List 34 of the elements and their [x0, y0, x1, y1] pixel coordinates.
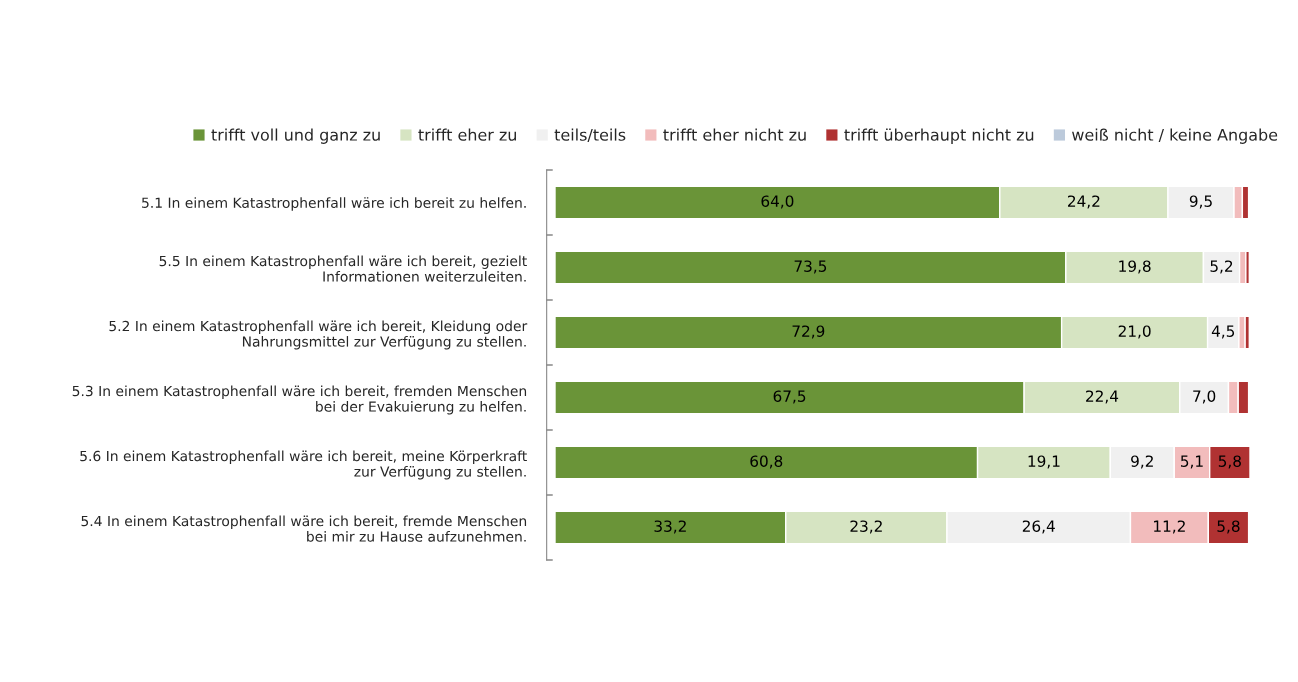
legend-label: trifft voll und ganz zu [211, 128, 380, 144]
legend-label: teils/teils [554, 128, 626, 143]
y-tick-label: 5.1 In einem Katastrophenfall wäre ich bereit zu helfen. [142, 197, 526, 211]
y-tick-label: 5.4 In einem Katastrophenfall wäre ich bereit, fremde Menschen bei mir zu Hause aufzunehmen. [81, 515, 527, 542]
data-label: 60,8 [750, 455, 783, 469]
legend-label: weiß nicht / keine Angabe [1072, 128, 1278, 144]
y-tick-label: 5.6 In einem Katastrophenfall wäre ich bereit, meine Körperkraft zur Verfügung zu stellen. [80, 450, 527, 480]
data-label: 19,8 [1119, 260, 1151, 274]
data-label: 26,4 [1022, 520, 1055, 534]
legend-label: trifft eher nicht zu [663, 128, 806, 141]
data-label: 22,4 [1086, 390, 1119, 404]
data-label: 9,5 [1189, 195, 1212, 209]
data-label: 64,0 [761, 195, 794, 209]
data-label: 23,2 [850, 520, 882, 534]
data-label: 5,8 [1218, 455, 1241, 469]
y-tick-label: 5.2 In einem Katastrophenfall wäre ich bereit, Kleidung oder Nahrungsmittel zur Verfügung zu stellen. [109, 320, 528, 350]
data-label: 19,1 [1028, 455, 1060, 469]
data-label: 4,5 [1211, 325, 1235, 339]
legend-label: trifft überhaupt nicht zu [844, 128, 1034, 144]
data-label: 5,1 [1181, 455, 1203, 469]
data-label: 5,8 [1217, 520, 1240, 534]
data-label: 73,5 [794, 260, 827, 274]
data-label: 11,2 [1154, 520, 1185, 534]
legend-label: trifft eher zu [418, 128, 516, 141]
data-label: 5,2 [1210, 260, 1233, 274]
data-label: 67,5 [773, 390, 806, 404]
data-label: 9,2 [1131, 455, 1153, 469]
data-label: 72,9 [792, 325, 825, 339]
data-label: 21,0 [1118, 325, 1151, 339]
y-tick-label: 5.3 In einem Katastrophenfall wäre ich bereit, fremden Menschen bei der Evakuierung zu helfen. [72, 385, 527, 415]
y-tick-label: 5.5 In einem Katastrophenfall wäre ich bereit, gezielt Informationen weiterzuleiten. [159, 255, 527, 282]
data-label: 24,2 [1068, 195, 1100, 209]
data-label: 7,0 [1193, 390, 1216, 404]
data-label: 33,2 [654, 520, 686, 534]
